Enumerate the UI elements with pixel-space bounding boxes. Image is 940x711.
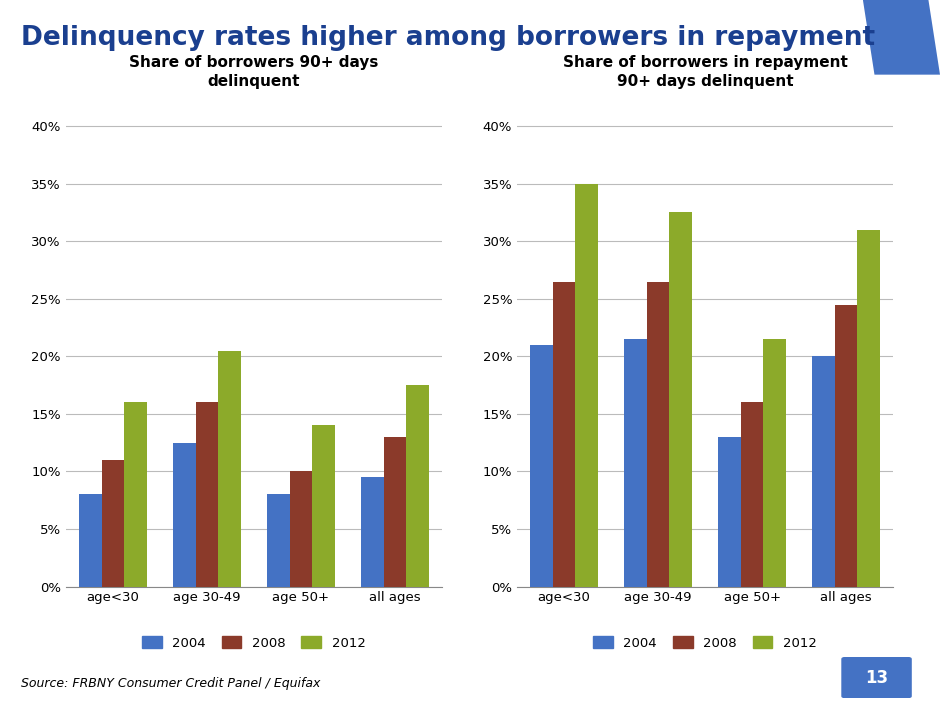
Bar bbox=[384, 437, 406, 587]
Legend: 2004, 2008, 2012: 2004, 2008, 2012 bbox=[588, 631, 822, 655]
Bar bbox=[124, 402, 147, 587]
Bar bbox=[79, 494, 102, 587]
Bar bbox=[196, 402, 218, 587]
FancyBboxPatch shape bbox=[841, 657, 912, 698]
Bar bbox=[530, 345, 553, 587]
Bar bbox=[173, 443, 196, 587]
Bar bbox=[624, 339, 647, 587]
Text: 13: 13 bbox=[865, 668, 888, 687]
Bar bbox=[312, 425, 335, 587]
Bar bbox=[647, 282, 669, 587]
Title: Share of borrowers in repayment
90+ days delinquent: Share of borrowers in repayment 90+ days… bbox=[562, 55, 848, 90]
Bar bbox=[575, 183, 598, 587]
Bar bbox=[102, 460, 124, 587]
Bar bbox=[763, 339, 786, 587]
Bar bbox=[267, 494, 290, 587]
Bar bbox=[290, 471, 312, 587]
Text: Source: FRBNY Consumer Credit Panel / Equifax: Source: FRBNY Consumer Credit Panel / Eq… bbox=[21, 677, 320, 690]
Bar bbox=[718, 437, 741, 587]
Bar bbox=[553, 282, 575, 587]
Bar bbox=[812, 356, 835, 587]
Bar bbox=[406, 385, 429, 587]
Bar bbox=[835, 304, 857, 587]
Bar bbox=[218, 351, 241, 587]
Polygon shape bbox=[863, 0, 940, 75]
Legend: 2004, 2008, 2012: 2004, 2008, 2012 bbox=[136, 631, 371, 655]
Text: Delinquency rates higher among borrowers in repayment: Delinquency rates higher among borrowers… bbox=[21, 25, 875, 51]
Bar bbox=[361, 477, 384, 587]
Bar bbox=[741, 402, 763, 587]
Title: Share of borrowers 90+ days
delinquent: Share of borrowers 90+ days delinquent bbox=[129, 55, 379, 90]
Bar bbox=[857, 230, 880, 587]
Bar bbox=[669, 213, 692, 587]
